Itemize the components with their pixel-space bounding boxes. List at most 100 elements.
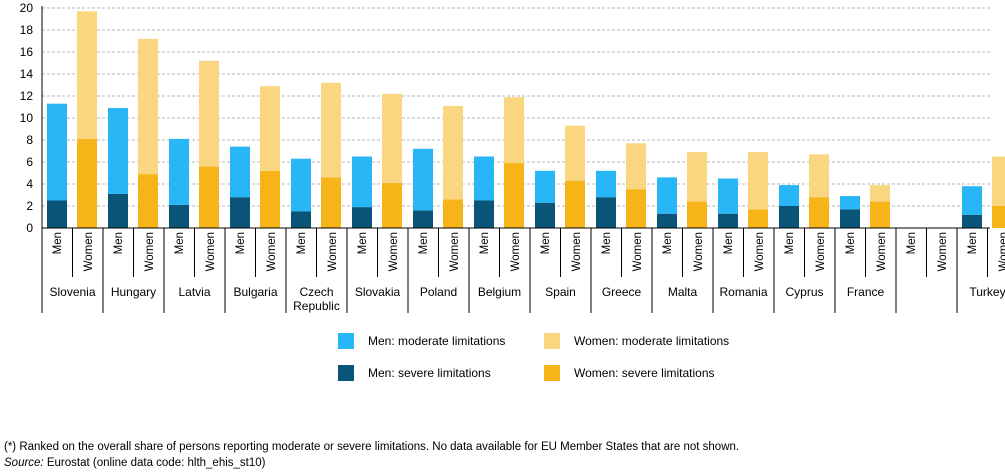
bar-belgium-men-moderate: [474, 156, 494, 201]
bar-turkey-men-severe: [962, 214, 982, 228]
x-sublabel: Men: [540, 232, 552, 254]
bar-malta-men-moderate: [657, 177, 677, 214]
y-tick-label: 20: [20, 1, 34, 15]
y-tick-label: 8: [26, 133, 33, 147]
x-group-label: Latvia: [178, 285, 210, 299]
x-sublabel: Women: [754, 232, 766, 271]
legend-label-men-severe: Men: severe limitations: [368, 366, 491, 380]
x-group-label: Bulgaria: [233, 285, 277, 299]
x-sublabel: Men: [174, 232, 186, 254]
bar-slovenia-women-severe: [77, 138, 97, 228]
legend-swatch-men-severe: [338, 365, 354, 381]
x-sublabel: Women: [632, 232, 644, 271]
bar-spain-men-moderate: [535, 170, 555, 203]
y-tick-label: 10: [20, 111, 34, 125]
bar-bulgaria-women-moderate: [260, 86, 280, 171]
legend-label-women-severe: Women: severe limitations: [574, 366, 715, 380]
bar-france-women-moderate: [870, 185, 890, 202]
stacked-bar-chart: 0 2 4 6 8 10 12 14 16 18 20 Men Women Slovenia Men Wom…: [20, 1, 1005, 313]
x-group-label: Greece: [602, 285, 642, 299]
x-sublabel: Men: [723, 232, 735, 254]
y-tick-label: 6: [26, 155, 33, 169]
bar-hungary-women-severe: [138, 174, 158, 228]
x-sublabel: Men: [357, 232, 369, 254]
bar-cyprus-women-severe: [809, 197, 829, 228]
y-tick-label: 0: [26, 221, 33, 235]
x-sublabel: Women: [449, 232, 461, 271]
bar-slovenia-men-moderate: [47, 103, 67, 201]
x-sublabel: Women: [876, 232, 888, 271]
x-sublabel: Men: [479, 232, 491, 254]
x-sublabel: Men: [113, 232, 125, 254]
y-tick-label: 18: [20, 23, 34, 37]
source-label: Source:: [4, 457, 44, 469]
footnote: (*) Ranked on the overall share of perso…: [4, 441, 740, 453]
x-group-label: Spain: [545, 285, 576, 299]
x-group-label: France: [847, 285, 885, 299]
bar-latvia-men-moderate: [169, 138, 189, 205]
bar-cyprus-women-moderate: [809, 154, 829, 198]
x-sublabel: Men: [52, 232, 64, 254]
legend-label-men-moderate: Men: moderate limitations: [368, 334, 506, 348]
legend-swatch-men-moderate: [338, 333, 354, 349]
x-group-label: Romania: [719, 285, 767, 299]
x-sublabel: Men: [296, 232, 308, 254]
bar-spain-women-severe: [565, 180, 585, 228]
bar-czech-republic-men-severe: [291, 211, 311, 228]
bar-france-men-moderate: [840, 196, 860, 210]
x-sublabel: Women: [998, 232, 1005, 271]
bar-poland-women-moderate: [443, 105, 463, 200]
x-sublabel: Men: [418, 232, 430, 254]
bar-poland-men-severe: [413, 210, 433, 228]
x-axis: Men Women Slovenia Men Women Hungary Men Women L…: [41, 227, 1005, 313]
bar-france-men-severe: [840, 209, 860, 228]
x-sublabel: Men: [906, 232, 918, 254]
x-sublabel: Women: [388, 232, 400, 271]
gridlines: [42, 7, 990, 207]
bar-poland-women-severe: [443, 199, 463, 228]
bar-slovenia-men-severe: [47, 200, 67, 228]
x-sublabel: Women: [144, 232, 156, 271]
bar-spain-women-moderate: [565, 125, 585, 181]
bar-greece-men-moderate: [596, 170, 616, 198]
bar-turkey-women-moderate: [992, 156, 1005, 206]
bar-latvia-women-moderate: [199, 60, 219, 167]
x-group-label: Slovakia: [355, 285, 401, 299]
legend-item-men-severe: Men: severe limitations: [338, 365, 491, 381]
bar-czech-republic-women-moderate: [321, 82, 341, 178]
legend-item-men-moderate: Men: moderate limitations: [338, 333, 505, 349]
bar-romania-men-moderate: [718, 178, 738, 214]
x-sublabel: Women: [510, 232, 522, 271]
bar-slovakia-men-severe: [352, 207, 372, 228]
bar-cyprus-men-severe: [779, 206, 799, 228]
bar-malta-women-severe: [687, 201, 707, 228]
bar-latvia-women-severe: [199, 166, 219, 228]
bar-greece-women-severe: [626, 189, 646, 228]
x-sublabel: Women: [693, 232, 705, 271]
x-sublabel: Women: [83, 232, 95, 271]
x-sublabel: Women: [205, 232, 217, 271]
bar-slovenia-women-moderate: [77, 11, 97, 139]
x-group-label: Hungary: [111, 285, 156, 299]
legend-label-women-moderate: Women: moderate limitations: [574, 334, 730, 348]
bar-turkey-women-severe: [992, 206, 1005, 228]
x-group-label: Republic: [293, 299, 340, 313]
x-group-label: Czech: [299, 285, 333, 299]
y-tick-label: 2: [26, 199, 33, 213]
bar-czech-republic-men-moderate: [291, 158, 311, 212]
x-group-label: Cyprus: [785, 285, 823, 299]
bar-greece-women-moderate: [626, 143, 646, 190]
x-sublabel: Men: [845, 232, 857, 254]
bar-latvia-men-severe: [169, 204, 189, 228]
bars: [47, 11, 1005, 228]
legend-item-women-severe: Women: severe limitations: [544, 365, 715, 381]
bar-bulgaria-men-severe: [230, 197, 250, 228]
legend-item-women-moderate: Women: moderate limitations: [544, 333, 729, 349]
bar-cyprus-men-moderate: [779, 185, 799, 206]
bar-malta-men-severe: [657, 213, 677, 228]
x-sublabel: Women: [266, 232, 278, 271]
x-sublabel: Men: [235, 232, 247, 254]
x-sublabel: Men: [967, 232, 979, 254]
bar-slovakia-men-moderate: [352, 156, 372, 208]
bar-romania-men-severe: [718, 213, 738, 228]
